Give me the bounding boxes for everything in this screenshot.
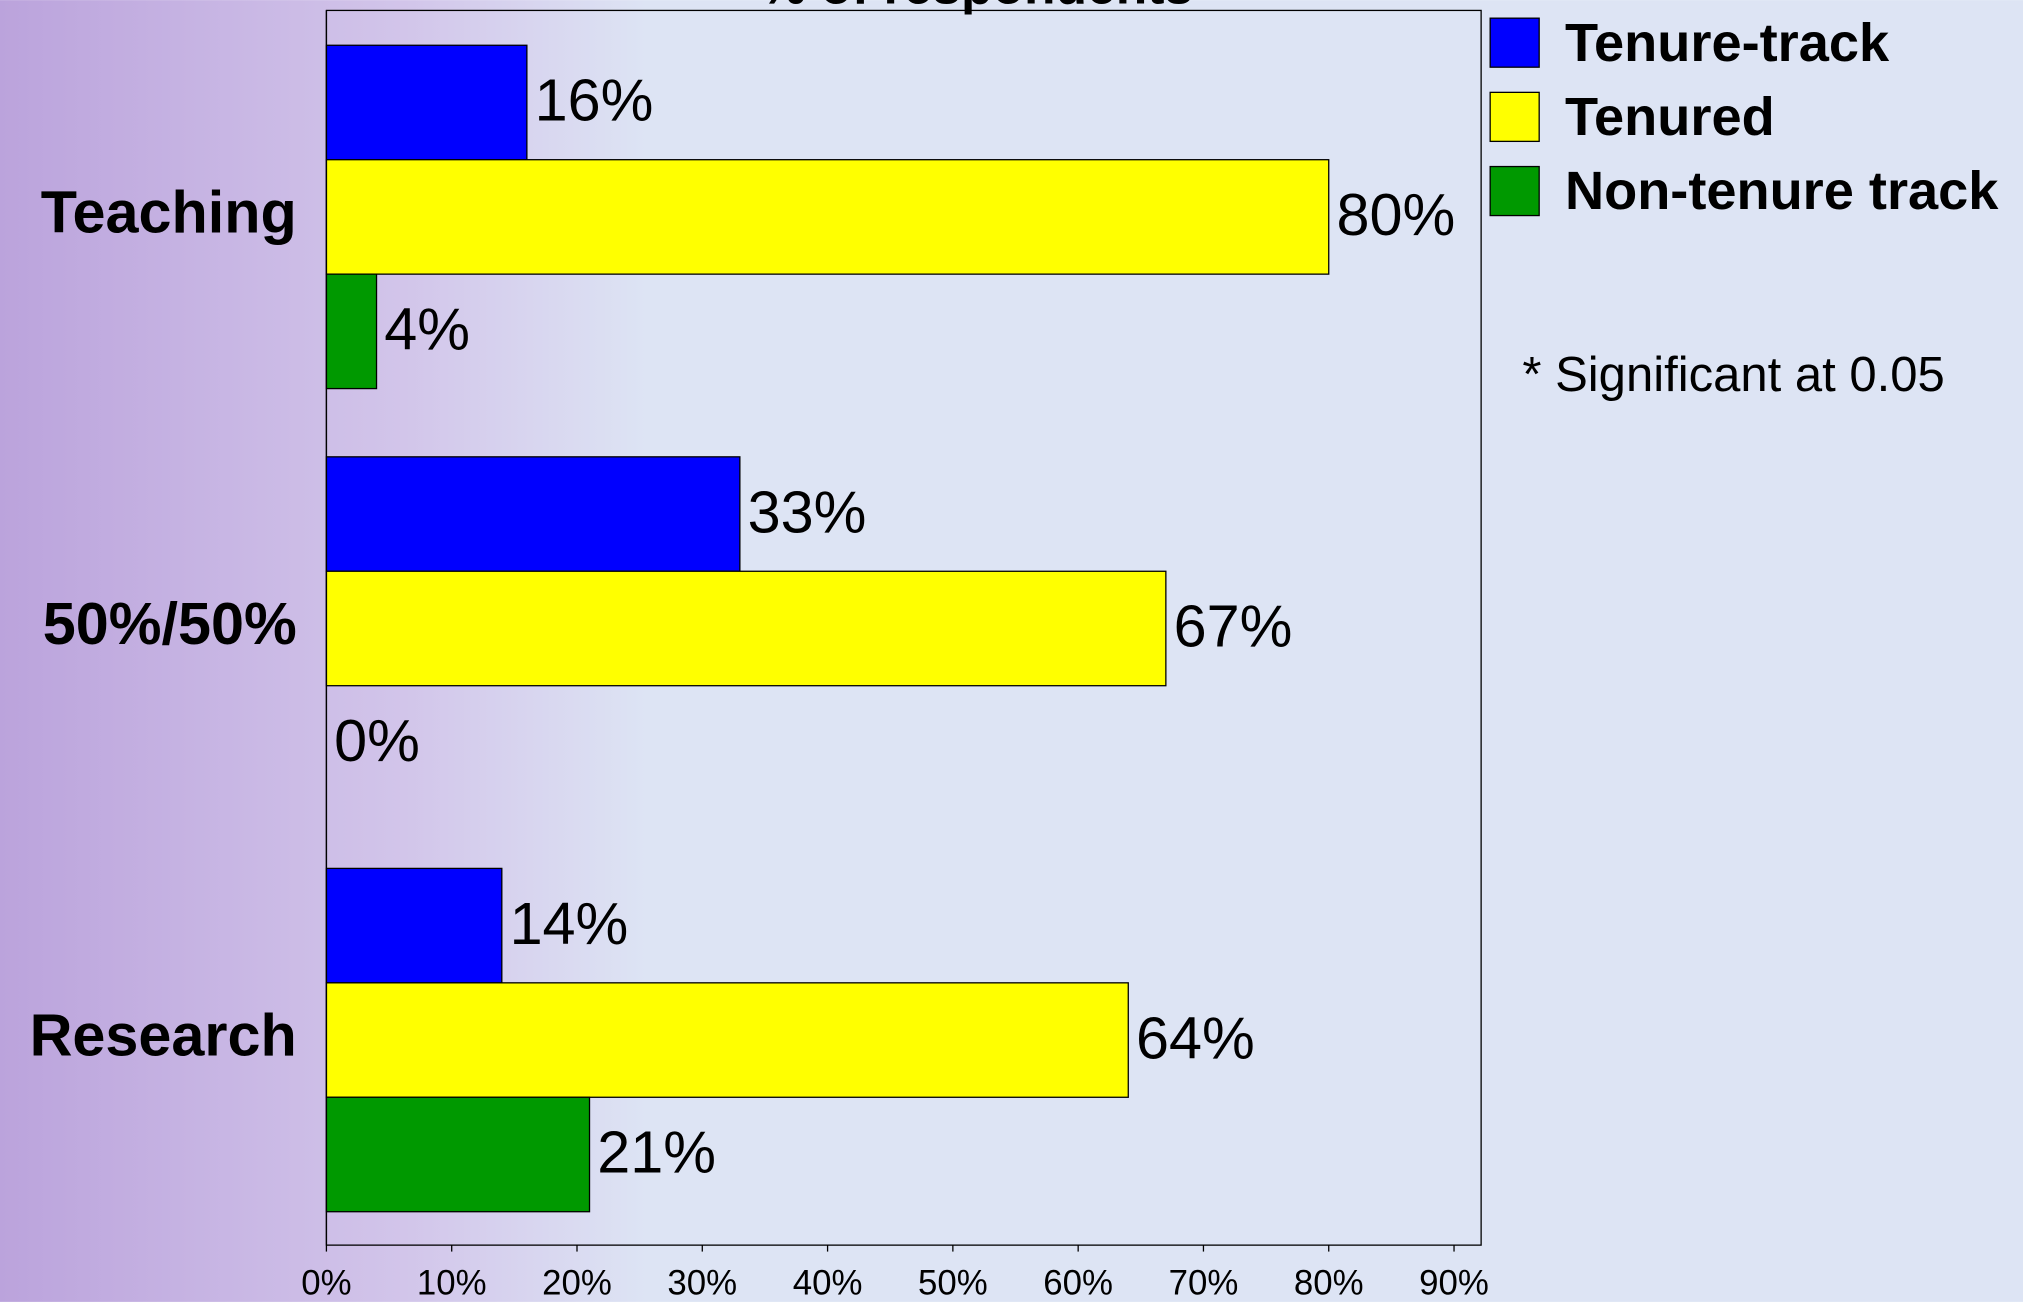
x-tick-label: 40%	[793, 1263, 863, 1302]
chart-title: % of respondents	[760, 0, 1193, 14]
legend-label: Tenure-track	[1565, 13, 1890, 73]
x-tick-label: 0%	[301, 1263, 351, 1302]
bar	[325, 867, 503, 984]
bar	[325, 159, 1330, 275]
x-tick-label: 70%	[1169, 1263, 1239, 1302]
bar	[325, 570, 1167, 687]
legend-label: Tenured	[1565, 87, 1775, 147]
data-label: 16%	[535, 67, 654, 134]
bar	[325, 982, 1129, 1098]
legend-swatch	[1489, 17, 1540, 68]
legend-swatch	[1489, 91, 1540, 143]
data-label: 64%	[1136, 1004, 1255, 1071]
y-tick-label: 50%/50%	[43, 590, 297, 657]
y-tick-label: Research	[30, 1002, 297, 1069]
legend-label: Non-tenure track	[1565, 161, 1999, 221]
data-label: 33%	[748, 478, 867, 545]
x-tick-label: 20%	[542, 1263, 612, 1302]
data-label: 67%	[1174, 593, 1293, 660]
data-label: 14%	[510, 890, 629, 957]
x-tick-label: 90%	[1419, 1263, 1489, 1302]
x-tick-label: 60%	[1043, 1263, 1113, 1302]
data-label: 4%	[384, 296, 470, 363]
bar	[325, 456, 741, 572]
data-label: 80%	[1336, 181, 1455, 248]
bar	[325, 1096, 591, 1213]
x-tick-label: 50%	[918, 1263, 988, 1302]
legend-swatch	[1489, 165, 1540, 217]
data-label: 0%	[334, 707, 420, 774]
bar	[325, 273, 378, 390]
x-tick-label: 30%	[667, 1263, 737, 1302]
y-tick-label: Teaching	[41, 179, 297, 246]
x-tick-label: 10%	[417, 1263, 487, 1302]
bar	[325, 44, 528, 161]
data-label: 21%	[597, 1119, 716, 1186]
annotation: * Significant at 0.05	[1522, 348, 1944, 402]
x-tick-label: 80%	[1294, 1263, 1364, 1302]
